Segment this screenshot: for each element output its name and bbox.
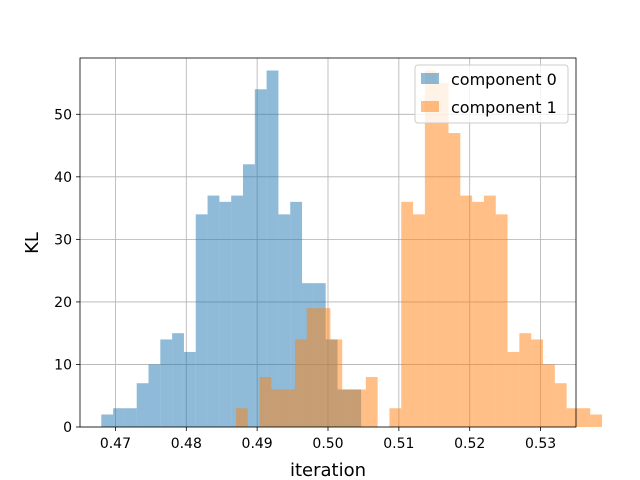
histogram-bar-component-0 — [254, 89, 267, 428]
histogram-bar-component-1 — [578, 408, 591, 427]
histogram-bar-component-1 — [294, 339, 307, 427]
histogram-bar-component-0 — [136, 383, 149, 427]
y-tick-label: 50 — [54, 107, 72, 123]
histogram-bars — [101, 70, 603, 428]
histogram-bar-component-1 — [495, 214, 508, 427]
histogram-bar-component-1 — [354, 389, 366, 427]
histogram-bar-component-1 — [566, 408, 579, 427]
histogram-bar-component-1 — [401, 201, 414, 427]
histogram-bar-component-0 — [172, 333, 184, 427]
x-tick-label: 0.48 — [171, 436, 202, 452]
x-tick-label: 0.53 — [525, 436, 556, 452]
histogram-bar-component-0 — [160, 339, 173, 427]
histogram-bar-component-1 — [413, 214, 425, 427]
histogram-bar-component-0 — [266, 70, 279, 427]
histogram-bar-component-1 — [531, 339, 543, 427]
legend-swatch-component-1 — [421, 101, 439, 112]
y-axis-label: KL — [22, 232, 43, 254]
x-tick-label: 0.51 — [383, 436, 414, 452]
histogram-bar-component-1 — [483, 195, 496, 427]
x-tick-label: 0.52 — [454, 436, 485, 452]
histogram-bar-component-0 — [148, 364, 161, 427]
histogram-bar-component-1 — [235, 408, 248, 427]
axis-ticks: 0.47 0.48 0.49 0.50 0.51 0.52 0.53 0 10 20 30 40 50 — [54, 107, 556, 452]
histogram-bar-component-1 — [283, 389, 295, 427]
x-tick-label: 0.50 — [312, 436, 343, 452]
legend-swatch-component-0 — [421, 73, 439, 84]
y-tick-label: 0 — [63, 420, 72, 436]
histogram-bar-component-1 — [448, 133, 461, 427]
histogram-bar-component-1 — [507, 351, 520, 427]
histogram-bar-component-1 — [460, 195, 473, 427]
histogram-bar-component-1 — [436, 83, 449, 427]
histogram-bar-component-0 — [278, 214, 291, 427]
histogram-bar-component-0 — [242, 164, 255, 428]
x-tick-label: 0.47 — [100, 436, 131, 452]
histogram-bar-component-1 — [472, 201, 484, 427]
histogram-bar-component-1 — [424, 70, 437, 427]
histogram-bar-component-1 — [259, 376, 272, 427]
histogram-bar-component-0 — [101, 414, 114, 427]
histogram-bar-component-1 — [554, 383, 567, 427]
histogram-bar-component-1 — [342, 389, 355, 427]
x-tick-label: 0.49 — [242, 436, 273, 452]
histogram-bar-component-1 — [365, 376, 378, 427]
y-tick-label: 40 — [54, 170, 72, 186]
histogram-bar-component-0 — [124, 408, 137, 427]
histogram-bar-component-0 — [113, 408, 125, 427]
histogram-bar-component-1 — [318, 308, 331, 427]
legend-label-component-0: component 0 — [451, 70, 557, 89]
legend: component 0 component 1 — [414, 64, 569, 124]
histogram-bar-component-0 — [219, 201, 232, 427]
legend-label-component-1: component 1 — [451, 98, 557, 117]
histogram-bar-component-1 — [306, 308, 319, 427]
histogram-bar-component-1 — [590, 414, 603, 427]
histogram-bar-component-1 — [519, 333, 532, 427]
histogram-bar-component-0 — [290, 201, 303, 427]
y-tick-label: 20 — [54, 295, 72, 311]
histogram-bar-component-1 — [271, 389, 284, 427]
y-tick-label: 30 — [54, 232, 72, 248]
histogram-bar-component-0 — [207, 195, 220, 427]
y-tick-label: 10 — [54, 357, 72, 373]
legend-box — [414, 64, 569, 124]
histogram-bar-component-1 — [330, 339, 343, 427]
histogram-bar-component-0 — [231, 195, 243, 427]
histogram-bar-component-1 — [389, 408, 402, 427]
histogram-bar-component-0 — [195, 214, 208, 427]
histogram-bar-component-0 — [183, 351, 196, 427]
histogram-bar-component-1 — [542, 364, 555, 427]
x-axis-label: iteration — [290, 460, 366, 480]
